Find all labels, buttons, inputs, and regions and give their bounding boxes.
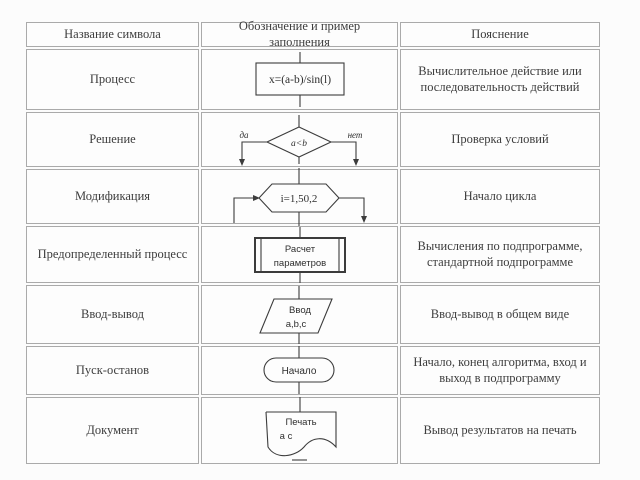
row-name-predefined-process: Предопределенный процесс bbox=[26, 226, 199, 283]
process-symbol: x=(a-b)/sin(l) bbox=[201, 49, 398, 110]
row-explanation-input-output: Ввод-вывод в общем виде bbox=[400, 285, 600, 344]
start-stop-symbol: Начало bbox=[201, 346, 398, 395]
decision-condition-label: a<b bbox=[291, 139, 307, 149]
predefined-process-label-line1: Расчет bbox=[284, 244, 315, 255]
row-name-input-output: Ввод-вывод bbox=[26, 285, 199, 344]
input-output-label-line1: Ввод bbox=[289, 305, 311, 316]
row-explanation-process: Вычислительное действие или последовател… bbox=[400, 49, 600, 110]
start-stop-symbol-icon: Начало bbox=[262, 346, 335, 394]
decision-yes-label: да bbox=[239, 130, 249, 140]
document-label-line1: Печать bbox=[285, 417, 316, 428]
decision-symbol: a<b да нет bbox=[201, 112, 398, 167]
row-name-process: Процесс bbox=[26, 49, 199, 110]
process-symbol-label: x=(a-b)/sin(l) bbox=[268, 74, 330, 86]
input-output-label-line2: a,b,c bbox=[285, 319, 306, 330]
column-header-notation-example: Обозначение и пример заполнения bbox=[201, 19, 398, 49]
row-explanation-decision: Проверка условий bbox=[400, 112, 600, 167]
input-output-symbol: Ввод a,b,c bbox=[201, 285, 398, 344]
row-name-document: Документ bbox=[26, 397, 199, 464]
row-explanation-predefined-process: Вычисления по подпрограмме, стандартной … bbox=[400, 226, 600, 283]
column-header-explanation: Пояснение bbox=[400, 22, 600, 47]
decision-no-label: нет bbox=[347, 130, 362, 140]
decision-symbol-icon: a<b да нет bbox=[238, 114, 362, 166]
predefined-process-label-line2: параметров bbox=[273, 258, 325, 269]
row-name-start-stop: Пуск-останов bbox=[26, 346, 199, 395]
row-explanation-document: Вывод результатов на печать bbox=[400, 397, 600, 464]
document-symbol-icon: Печать а с bbox=[264, 397, 337, 461]
predefined-process-symbol: Расчет параметров bbox=[201, 226, 398, 283]
predefined-process-symbol-icon: Расчет параметров bbox=[253, 226, 346, 283]
start-stop-label: Начало bbox=[281, 366, 316, 377]
process-symbol-icon: x=(a-b)/sin(l) bbox=[254, 52, 345, 107]
row-name-modification: Модификация bbox=[26, 169, 199, 224]
row-explanation-modification: Начало цикла bbox=[400, 169, 600, 224]
modification-symbol: i=1,50,2 bbox=[201, 167, 398, 227]
modification-symbol-icon: i=1,50,2 bbox=[232, 167, 367, 227]
row-explanation-start-stop: Начало, конец алгоритма, вход и выход в … bbox=[400, 346, 600, 395]
modification-loop-label: i=1,50,2 bbox=[280, 193, 317, 205]
input-output-symbol-icon: Ввод a,b,c bbox=[258, 285, 333, 344]
flowchart-symbols-table: Название символа Обозначение и пример за… bbox=[26, 19, 602, 464]
document-label-line2: а с bbox=[279, 431, 292, 442]
document-symbol: Печать а с bbox=[201, 397, 398, 464]
row-name-decision: Решение bbox=[26, 112, 199, 167]
column-header-symbol-name: Название символа bbox=[26, 22, 199, 47]
